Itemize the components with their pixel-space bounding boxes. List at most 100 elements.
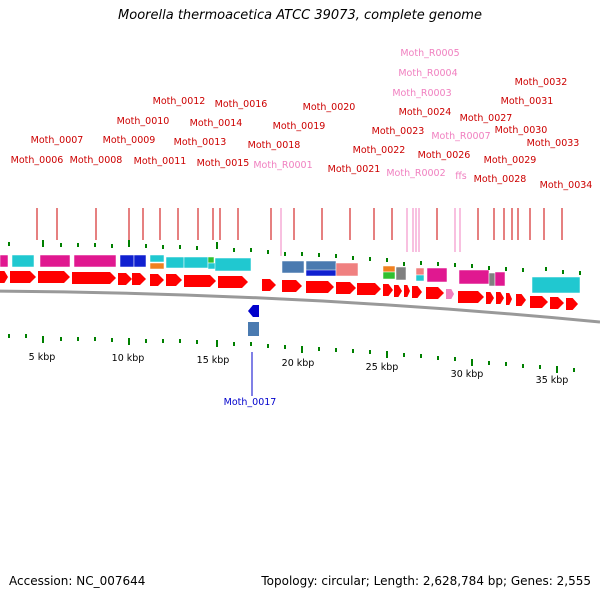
cds-arrow — [506, 293, 512, 305]
scale-tick — [94, 337, 96, 341]
cog-box — [149, 262, 165, 270]
topology-text: Topology: circular; Length: 2,628,784 bp… — [261, 574, 591, 588]
accession-text: Accession: NC_007644 — [9, 574, 146, 588]
scale-label: 25 kbp — [366, 362, 399, 373]
cds-arrow — [118, 273, 132, 285]
scale-tick — [128, 240, 130, 247]
scale-tick — [42, 336, 44, 343]
scale-tick — [250, 342, 252, 346]
scale-tick — [25, 334, 27, 338]
scale-tick — [162, 245, 164, 249]
genome-backbone — [0, 289, 600, 324]
gene-label: Moth_0021 — [328, 164, 381, 175]
cds-arrow — [383, 284, 393, 296]
gene-label: Moth_0033 — [527, 138, 580, 149]
gene-label: Moth_0028 — [474, 174, 527, 185]
gene-label: Moth_0007 — [31, 135, 84, 146]
gene-label: Moth_R0007 — [431, 131, 490, 142]
cds-arrow — [0, 271, 8, 283]
cog-box — [415, 267, 425, 276]
map-title: Moorella thermoacetica ATCC 39073, compl… — [118, 8, 482, 23]
cog-box — [207, 256, 215, 264]
scale-tick — [488, 361, 490, 365]
scale-tick — [471, 264, 473, 268]
gene-label: Moth_0018 — [248, 140, 301, 151]
gene-label: Moth_R0001 — [253, 160, 312, 171]
rna-arrow — [448, 289, 454, 299]
gene-label: Moth_0023 — [372, 126, 425, 137]
scale-label: 10 kbp — [112, 353, 145, 364]
cds-arrow — [150, 274, 164, 286]
cds-arrow-reverse — [248, 305, 259, 317]
cog-box — [531, 276, 581, 294]
scale-tick — [437, 356, 439, 360]
cog-box — [415, 274, 425, 282]
cds-arrow — [218, 276, 248, 288]
scale-tick — [420, 354, 422, 358]
scale-tick — [94, 243, 96, 247]
scale-tick — [216, 340, 218, 347]
scale-tick — [179, 339, 181, 343]
cds-arrow — [496, 292, 504, 304]
scale-tick — [539, 365, 541, 369]
gene-label: Moth_0008 — [70, 155, 123, 166]
gene-label: Moth_0024 — [399, 107, 452, 118]
scale-tick — [284, 252, 286, 256]
cog-box — [335, 262, 359, 277]
gene-label: Moth_0030 — [495, 125, 548, 136]
scale-tick — [216, 242, 218, 249]
scale-tick — [505, 362, 507, 366]
gene-label: Moth_0017 — [224, 397, 277, 408]
scale-tick — [267, 344, 269, 348]
scale-tick — [369, 350, 371, 354]
gene-label: Moth_0014 — [190, 118, 243, 129]
cds-arrow — [184, 275, 216, 287]
scale-tick — [556, 366, 558, 373]
gene-label: Moth_0029 — [484, 155, 537, 166]
scale-tick — [196, 340, 198, 344]
scale-label: 30 kbp — [451, 369, 484, 380]
cog-box — [458, 269, 490, 285]
gene-label: Moth_0020 — [303, 102, 356, 113]
cog-box — [426, 267, 448, 283]
cog-box — [382, 265, 396, 273]
scale-tick — [454, 263, 456, 267]
scale-tick — [579, 271, 581, 275]
gene-label: Moth_0010 — [117, 116, 170, 127]
scale-tick — [505, 267, 507, 271]
scale-tick — [111, 338, 113, 342]
scale-tick — [545, 267, 547, 271]
scale-tick — [352, 349, 354, 353]
cog-box — [281, 260, 305, 274]
scale-tick — [284, 345, 286, 349]
cds-arrow — [516, 294, 526, 306]
scale-tick — [77, 243, 79, 247]
cog-box — [214, 257, 252, 272]
scale-tick — [42, 240, 44, 247]
gene-label: Moth_R0005 — [400, 48, 459, 59]
scale-tick — [573, 368, 575, 372]
gene-label: ffs — [455, 171, 467, 182]
gene-label: Moth_0027 — [460, 113, 513, 124]
gene-label: Moth_R0002 — [386, 168, 445, 179]
cog-box — [183, 256, 209, 269]
scale-tick — [437, 262, 439, 266]
cds-arrow — [550, 297, 564, 309]
gene-label: Moth_0019 — [273, 121, 326, 132]
gene-label: Moth_0012 — [153, 96, 206, 107]
cog-box — [133, 254, 147, 268]
cds-arrow — [306, 281, 334, 293]
cog-category-boxes — [0, 254, 581, 336]
scale-tick — [162, 339, 164, 343]
scale-tick — [301, 346, 303, 353]
gene-label: Moth_0016 — [215, 99, 268, 110]
scale-tick — [335, 254, 337, 258]
cds-arrow — [394, 285, 402, 297]
cds-arrow — [262, 279, 276, 291]
cog-box — [119, 254, 135, 268]
scale-tick — [233, 342, 235, 346]
cog-box — [11, 254, 35, 268]
cds-arrows — [0, 271, 578, 317]
scale-tick — [471, 359, 473, 366]
cog-box — [488, 272, 496, 287]
